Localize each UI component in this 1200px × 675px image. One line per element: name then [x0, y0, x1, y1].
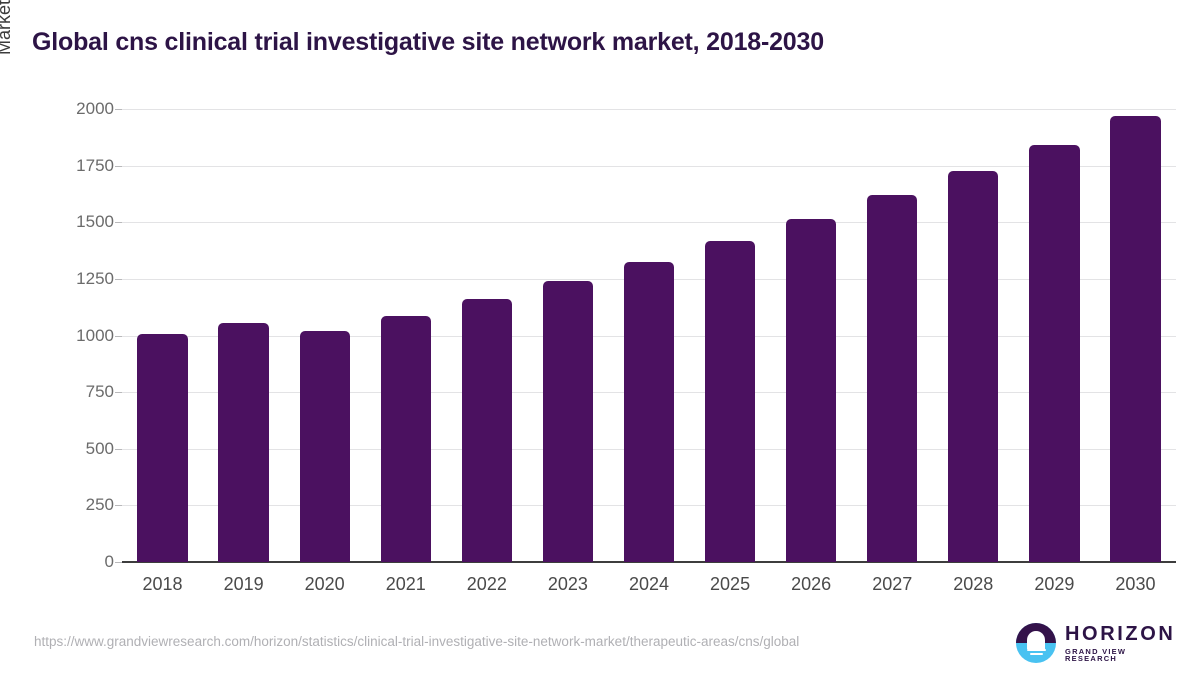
- gridline: [122, 222, 1176, 224]
- bar-2018[interactable]: [137, 334, 188, 562]
- bar-column[interactable]: [542, 109, 594, 562]
- bar-column[interactable]: [461, 109, 512, 562]
- bar-2020[interactable]: [299, 331, 350, 562]
- y-tick-mark: [115, 448, 122, 450]
- y-tick-label: 1250: [76, 268, 114, 288]
- x-tick-label: 2028: [953, 574, 994, 594]
- y-tick-label: 750: [85, 382, 114, 402]
- y-axis-label: Market Size (US$M): [0, 0, 15, 124]
- y-tick-mark: [115, 165, 122, 167]
- y-tick-mark: [115, 562, 122, 563]
- x-tick-label: 2018: [142, 574, 183, 594]
- y-tick-label: 1750: [76, 155, 114, 175]
- bar-column[interactable]: [1110, 109, 1161, 562]
- bar-2027[interactable]: [867, 195, 918, 562]
- bar-2021[interactable]: [380, 316, 431, 562]
- page-title: Global cns clinical trial investigative …: [32, 28, 824, 56]
- x-tick-label: 2026: [791, 574, 832, 594]
- x-tick-label: 2027: [872, 574, 913, 594]
- y-tick-mark: [115, 505, 122, 507]
- horizon-logo: HORIZON GRAND VIEW RESEARCH: [1016, 621, 1176, 665]
- bar-column[interactable]: [299, 109, 350, 562]
- y-tick-mark: [115, 335, 122, 337]
- bar-2028[interactable]: [948, 170, 999, 562]
- x-tick-label: 2021: [385, 574, 426, 594]
- bar-column[interactable]: [948, 109, 999, 562]
- horizon-sunrise-icon: [1016, 623, 1056, 663]
- x-tick-label: 2023: [547, 574, 588, 594]
- source-url[interactable]: https://www.grandviewresearch.com/horizo…: [34, 634, 800, 649]
- x-tick-label: 2022: [466, 574, 507, 594]
- y-tick-mark: [115, 109, 122, 110]
- y-tick-label: 1000: [76, 325, 114, 345]
- x-tick-label: 2020: [304, 574, 345, 594]
- y-tick-mark: [115, 222, 122, 224]
- bar-column[interactable]: [867, 109, 918, 562]
- y-tick-label: 500: [85, 438, 114, 458]
- x-tick-label: 2025: [710, 574, 751, 594]
- bar-2023[interactable]: [542, 281, 594, 562]
- logo-tagline: GRAND VIEW RESEARCH: [1065, 646, 1127, 663]
- y-tick-label: 0: [104, 552, 114, 571]
- bar-2026[interactable]: [786, 218, 837, 562]
- bar-column[interactable]: [1029, 109, 1080, 562]
- bar-column[interactable]: [786, 109, 837, 562]
- y-tick-label: 1500: [76, 212, 114, 232]
- x-axis-line: [122, 561, 1176, 563]
- x-tick-label: 2030: [1115, 574, 1156, 594]
- y-tick-mark: [115, 278, 122, 280]
- bar-2030[interactable]: [1110, 116, 1161, 562]
- bar-2022[interactable]: [461, 299, 512, 562]
- gridline: [122, 109, 1176, 110]
- bar-2019[interactable]: [218, 322, 269, 562]
- bar-2025[interactable]: [704, 240, 756, 562]
- bar-2029[interactable]: [1029, 145, 1080, 562]
- logo-wordmark: HORIZON: [1065, 622, 1176, 645]
- bar-column[interactable]: [137, 109, 188, 562]
- bar-series: [122, 109, 1176, 562]
- x-tick-label: 2024: [628, 574, 669, 594]
- y-tick-mark: [115, 392, 122, 394]
- bar-2024[interactable]: [623, 261, 675, 562]
- logo-text-block: HORIZON GRAND VIEW RESEARCH: [1065, 624, 1176, 663]
- bar-column[interactable]: [380, 109, 431, 562]
- y-tick-label: 250: [85, 495, 114, 515]
- x-tick-label: 2029: [1034, 574, 1075, 594]
- gridline: [122, 165, 1176, 167]
- bar-column[interactable]: [218, 109, 269, 562]
- bar-column[interactable]: [704, 109, 756, 562]
- bar-column[interactable]: [623, 109, 675, 562]
- y-tick-label: 2000: [76, 99, 114, 118]
- x-tick-label: 2019: [223, 574, 264, 594]
